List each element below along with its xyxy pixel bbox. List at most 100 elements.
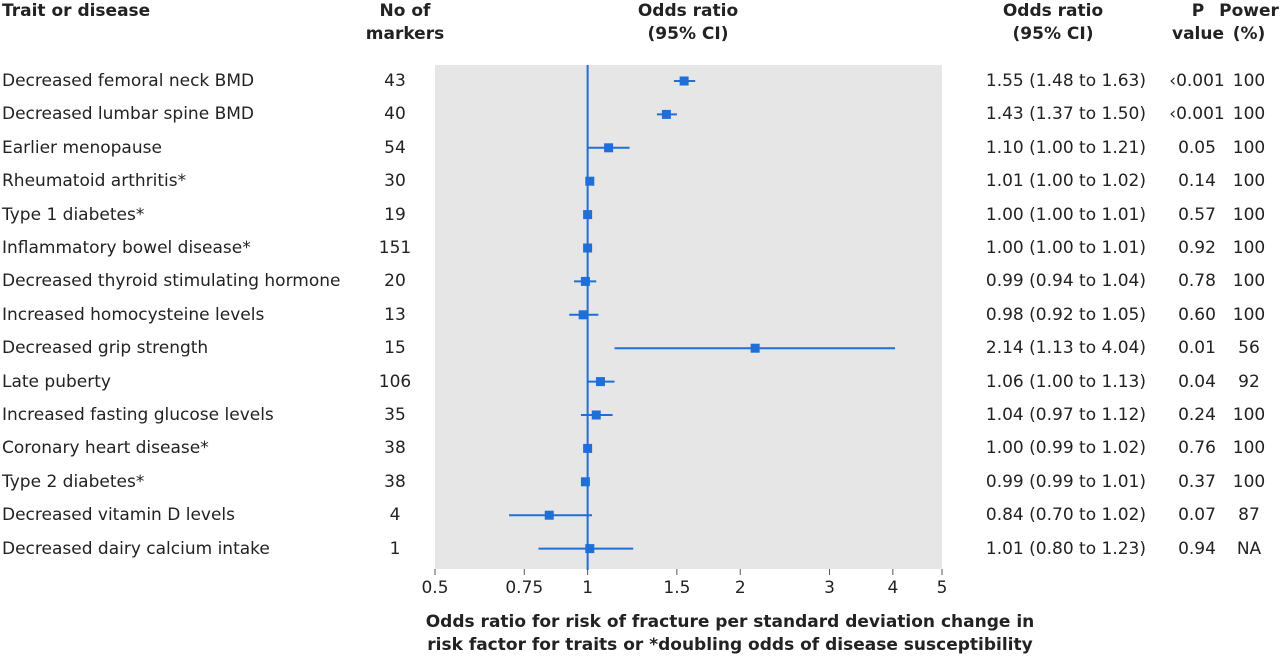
power-value: 100 — [1232, 471, 1266, 492]
or-marker — [661, 109, 671, 119]
markers-value: 13 — [384, 304, 406, 325]
power-value: 100 — [1232, 438, 1266, 459]
markers-value: 151 — [378, 238, 412, 258]
p-value: 0.04 — [1178, 371, 1216, 392]
power-value: NA — [1236, 538, 1262, 559]
odds-ratio-text: 1.43 (1.37 to 1.50) — [985, 104, 1146, 125]
header-power-line1: Power — [1219, 1, 1279, 21]
header-odds-ratio-text-line1: Odds ratio — [1002, 1, 1104, 21]
odds-ratio-text: 0.99 (0.94 to 1.04) — [985, 271, 1146, 292]
x-tick-label: 3 — [824, 578, 835, 598]
header-power-line2: (%) — [1232, 24, 1266, 44]
p-value: 0.60 — [1178, 304, 1216, 325]
odds-ratio-text: 1.10 (1.00 to 1.21) — [985, 137, 1146, 158]
markers-value: 20 — [384, 271, 406, 292]
x-tick-label: 5 — [937, 578, 948, 598]
odds-ratio-text: 1.00 (0.99 to 1.02) — [985, 438, 1146, 459]
header-p-value: P value — [1158, 0, 1238, 46]
or-marker — [585, 544, 595, 554]
p-value: 0.01 — [1178, 338, 1216, 359]
odds-ratio-text: 1.06 (1.00 to 1.13) — [985, 371, 1146, 392]
trait-label: Decreased grip strength — [2, 338, 209, 359]
or-marker — [595, 377, 605, 387]
x-tick-label: 0.5 — [421, 578, 448, 598]
trait-label: Decreased vitamin D levels — [2, 505, 236, 526]
power-value: 100 — [1232, 104, 1266, 125]
x-tick-label: 2 — [735, 578, 746, 598]
power-value: 100 — [1232, 71, 1266, 91]
power-value: 100 — [1232, 204, 1266, 225]
odds-ratio-text: 1.00 (1.00 to 1.01) — [985, 238, 1146, 258]
markers-value: 106 — [378, 371, 412, 392]
header-odds-ratio-text-line2: (95% CI) — [1012, 24, 1094, 44]
markers-value: 35 — [384, 405, 406, 425]
p-value: 0.94 — [1178, 538, 1216, 559]
header-p-value-line1: P — [1191, 1, 1205, 21]
p-value: 0.14 — [1178, 171, 1216, 192]
p-value: 0.05 — [1178, 137, 1216, 158]
markers-value: 43 — [384, 71, 406, 91]
plot-panel — [435, 65, 942, 569]
or-marker — [583, 443, 593, 453]
power-value: 56 — [1238, 338, 1260, 359]
or-marker — [679, 76, 689, 86]
header-p-value-line2: value — [1171, 24, 1224, 44]
or-marker — [585, 176, 595, 186]
or-marker — [580, 477, 590, 487]
odds-ratio-text: 2.14 (1.13 to 4.04) — [985, 338, 1146, 359]
markers-value: 15 — [384, 338, 406, 359]
header-odds-ratio-plot: Odds ratio (95% CI) — [588, 0, 788, 46]
trait-label: Decreased femoral neck BMD — [2, 71, 255, 91]
trait-label: Decreased thyroid stimulating hormone — [2, 271, 341, 292]
odds-ratio-text: 0.98 (0.92 to 1.05) — [985, 304, 1146, 325]
trait-label: Type 1 diabetes* — [2, 204, 145, 225]
markers-value: 38 — [384, 471, 406, 492]
markers-value: 38 — [384, 438, 406, 459]
trait-label: Earlier menopause — [2, 137, 162, 158]
markers-value: 1 — [389, 538, 401, 559]
p-value: 0.37 — [1178, 471, 1216, 492]
trait-label: Inflammatory bowel disease* — [2, 238, 251, 258]
p-value: 0.78 — [1178, 271, 1216, 292]
header-trait: Trait or disease — [2, 1, 151, 21]
markers-value: 54 — [384, 137, 406, 158]
trait-label: Decreased dairy calcium intake — [2, 538, 270, 559]
odds-ratio-text: 1.00 (1.00 to 1.01) — [985, 204, 1146, 225]
power-value: 100 — [1232, 405, 1266, 425]
header-power: Power (%) — [1218, 0, 1280, 46]
or-marker — [750, 343, 760, 353]
or-marker — [580, 276, 590, 286]
or-marker — [591, 410, 601, 420]
p-value: 0.24 — [1178, 405, 1216, 425]
header-odds-ratio-plot-line2: (95% CI) — [647, 24, 729, 44]
markers-value: 40 — [384, 104, 406, 125]
power-value: 87 — [1238, 505, 1260, 526]
markers-value: 4 — [389, 505, 401, 526]
x-tick-label: 0.75 — [505, 578, 543, 598]
trait-label: Late puberty — [2, 371, 111, 392]
header-odds-ratio-plot-line1: Odds ratio — [637, 1, 739, 21]
odds-ratio-text: 1.55 (1.48 to 1.63) — [985, 71, 1146, 91]
odds-ratio-text: 1.04 (0.97 to 1.12) — [985, 405, 1146, 425]
markers-value: 19 — [384, 204, 406, 225]
p-value: 0.07 — [1178, 505, 1216, 526]
power-value: 92 — [1238, 371, 1260, 392]
header-markers-line1: No of — [379, 1, 431, 21]
trait-label: Rheumatoid arthritis* — [2, 171, 187, 192]
p-value: ‹0.001 — [1169, 104, 1225, 125]
p-value: 0.76 — [1178, 438, 1216, 459]
power-value: 100 — [1232, 137, 1266, 158]
or-marker — [604, 143, 614, 153]
odds-ratio-text: 0.84 (0.70 to 1.02) — [985, 505, 1146, 526]
p-value: ‹0.001 — [1169, 71, 1225, 91]
header-markers: No of markers — [355, 0, 455, 46]
power-value: 100 — [1232, 304, 1266, 325]
or-marker — [583, 210, 593, 220]
x-axis-label-line1: Odds ratio for risk of fracture per stan… — [425, 612, 1035, 632]
power-value: 100 — [1232, 238, 1266, 258]
or-marker — [583, 243, 593, 253]
power-value: 100 — [1232, 271, 1266, 292]
power-value: 100 — [1232, 171, 1266, 192]
p-value: 0.57 — [1178, 204, 1216, 225]
